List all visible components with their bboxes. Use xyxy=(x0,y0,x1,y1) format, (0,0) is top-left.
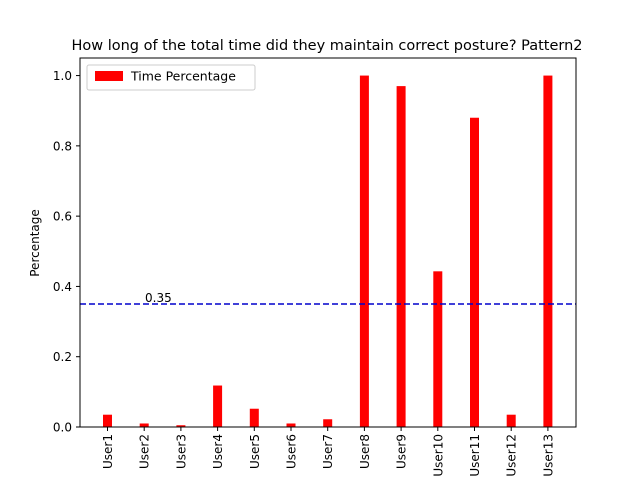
x-tick-label: User4 xyxy=(211,434,225,469)
bars-group xyxy=(103,75,553,428)
bar-user13 xyxy=(543,75,553,427)
threshold-label: 0.35 xyxy=(145,291,172,305)
y-tick-label: 0.6 xyxy=(53,210,72,224)
bar-user10 xyxy=(433,271,443,427)
y-tick-label: 0.4 xyxy=(53,280,72,294)
x-axis-ticks: User1 User2 User3 User4 User5 User6 User7 User8… xyxy=(101,427,555,477)
x-tick-label: User13 xyxy=(541,434,555,477)
x-tick-label: User3 xyxy=(174,434,188,469)
x-tick-label: User10 xyxy=(431,434,445,477)
y-tick-label: 1.0 xyxy=(53,69,72,83)
bar-user12 xyxy=(506,414,516,427)
legend-box xyxy=(86,64,256,91)
bar-user5 xyxy=(249,408,259,427)
bar-user4 xyxy=(213,385,223,427)
bar-user2 xyxy=(139,423,149,427)
bar-user3 xyxy=(176,425,186,427)
bar-user6 xyxy=(286,423,296,427)
x-tick-label: User11 xyxy=(468,434,482,477)
x-tick-label: User8 xyxy=(358,434,372,469)
y-axis-ticks: 0.0 0.2 0.4 0.6 0.8 1.0 xyxy=(53,69,80,435)
bar-user7 xyxy=(323,419,333,427)
plot-area xyxy=(80,58,576,427)
x-tick-label: User1 xyxy=(101,434,115,469)
y-axis-label: Percentage xyxy=(28,209,42,277)
y-tick-label: 0.2 xyxy=(53,350,72,364)
x-tick-label: User5 xyxy=(248,434,262,469)
legend: Time Percentage xyxy=(86,64,256,91)
legend-label: Time Percentage xyxy=(130,69,236,84)
x-tick-label: User9 xyxy=(395,434,409,469)
legend-swatch xyxy=(95,71,123,81)
bar-user1 xyxy=(103,414,112,427)
x-tick-label: User7 xyxy=(321,434,335,469)
y-tick-label: 0.0 xyxy=(53,421,72,435)
bar-user11 xyxy=(470,117,479,428)
x-tick-label: User12 xyxy=(505,434,519,477)
bar-user9 xyxy=(396,86,406,428)
chart-title: How long of the total time did they main… xyxy=(71,38,582,54)
threshold-group: 0.35 xyxy=(80,291,576,305)
x-tick-label: User6 xyxy=(285,434,299,469)
y-tick-label: 0.8 xyxy=(53,139,72,153)
x-tick-label: User2 xyxy=(138,434,152,469)
bar-user8 xyxy=(359,75,369,427)
